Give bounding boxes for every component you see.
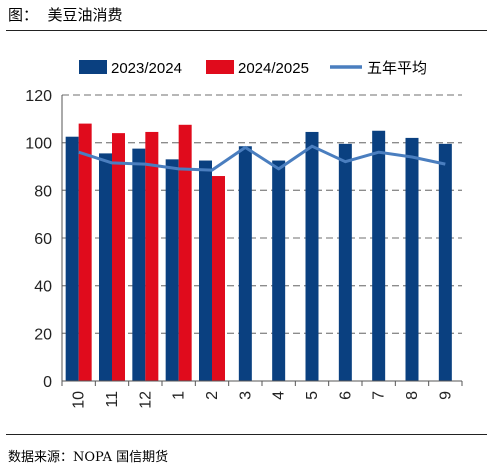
y-tick-label: 80	[34, 183, 52, 200]
chart-average-line	[78, 144, 446, 172]
top-rule	[6, 30, 487, 31]
bar-2023-2024-2	[199, 160, 212, 381]
bar-2024-2025-1	[178, 124, 192, 382]
chart-axes	[61, 95, 463, 386]
figure-title: 图： 美豆油消费	[8, 6, 123, 24]
line-series-five-year-average	[78, 144, 446, 172]
source-note: 数据来源：NOPA 国信期货	[8, 450, 169, 465]
x-tick-label: 2	[204, 391, 221, 400]
bar-2023-2024-5	[305, 131, 319, 381]
y-axis-ticks: 0 20 40 60 80 100 120	[25, 88, 52, 391]
y-tick-label: 100	[25, 136, 52, 153]
y-tick-label: 40	[34, 279, 52, 296]
chart-gridlines	[62, 94, 462, 334]
bar-2023-2024-1	[165, 159, 179, 381]
legend-swatch-2023-2024	[79, 60, 107, 74]
bar-2023-2024-10	[65, 136, 79, 381]
y-tick-label: 0	[43, 374, 52, 391]
bar-2024-2025-10	[78, 123, 92, 381]
x-tick-label: 4	[271, 391, 288, 400]
x-tick-label: 1	[171, 391, 188, 400]
bar-2024-2025-2	[212, 176, 225, 381]
x-tick-label: 9	[437, 391, 454, 400]
legend-label: 2023/2024	[111, 60, 182, 77]
bar-2023-2024-12	[132, 148, 146, 381]
bar-2024-2025-12	[145, 131, 159, 381]
legend-swatch-2024-2025	[206, 60, 234, 74]
bar-2024-2025-11	[112, 133, 125, 381]
x-axis-ticks: 10 11 12 1 2 3 4 5 6 7 8 9	[71, 391, 455, 409]
bar-2023-2024-7	[372, 130, 386, 381]
bar-2023-2024-8	[405, 137, 419, 381]
chart-legend: 2023/2024 2024/2025 五年平均	[79, 60, 427, 77]
bottom-rule	[6, 434, 487, 435]
x-tick-label: 6	[337, 391, 354, 400]
bar-2023-2024-6	[338, 143, 352, 381]
legend-label: 五年平均	[367, 60, 427, 77]
bar-2023-2024-11	[99, 153, 112, 381]
x-tick-label: 8	[404, 391, 421, 400]
x-tick-label: 12	[137, 391, 154, 409]
y-tick-label: 20	[34, 326, 52, 343]
bar-2023-2024-3	[238, 146, 252, 381]
x-tick-label: 7	[371, 391, 388, 400]
y-tick-label: 120	[25, 88, 52, 105]
bar-2023-2024-4	[272, 160, 286, 381]
legend-label: 2024/2025	[238, 60, 309, 77]
x-tick-label: 11	[104, 391, 121, 408]
x-tick-label: 5	[304, 391, 321, 400]
x-tick-label: 3	[237, 391, 254, 400]
bar-2023-2024-9	[438, 143, 452, 381]
chart-bars	[65, 123, 452, 382]
y-tick-label: 60	[34, 231, 52, 248]
x-tick-label: 10	[71, 391, 88, 409]
